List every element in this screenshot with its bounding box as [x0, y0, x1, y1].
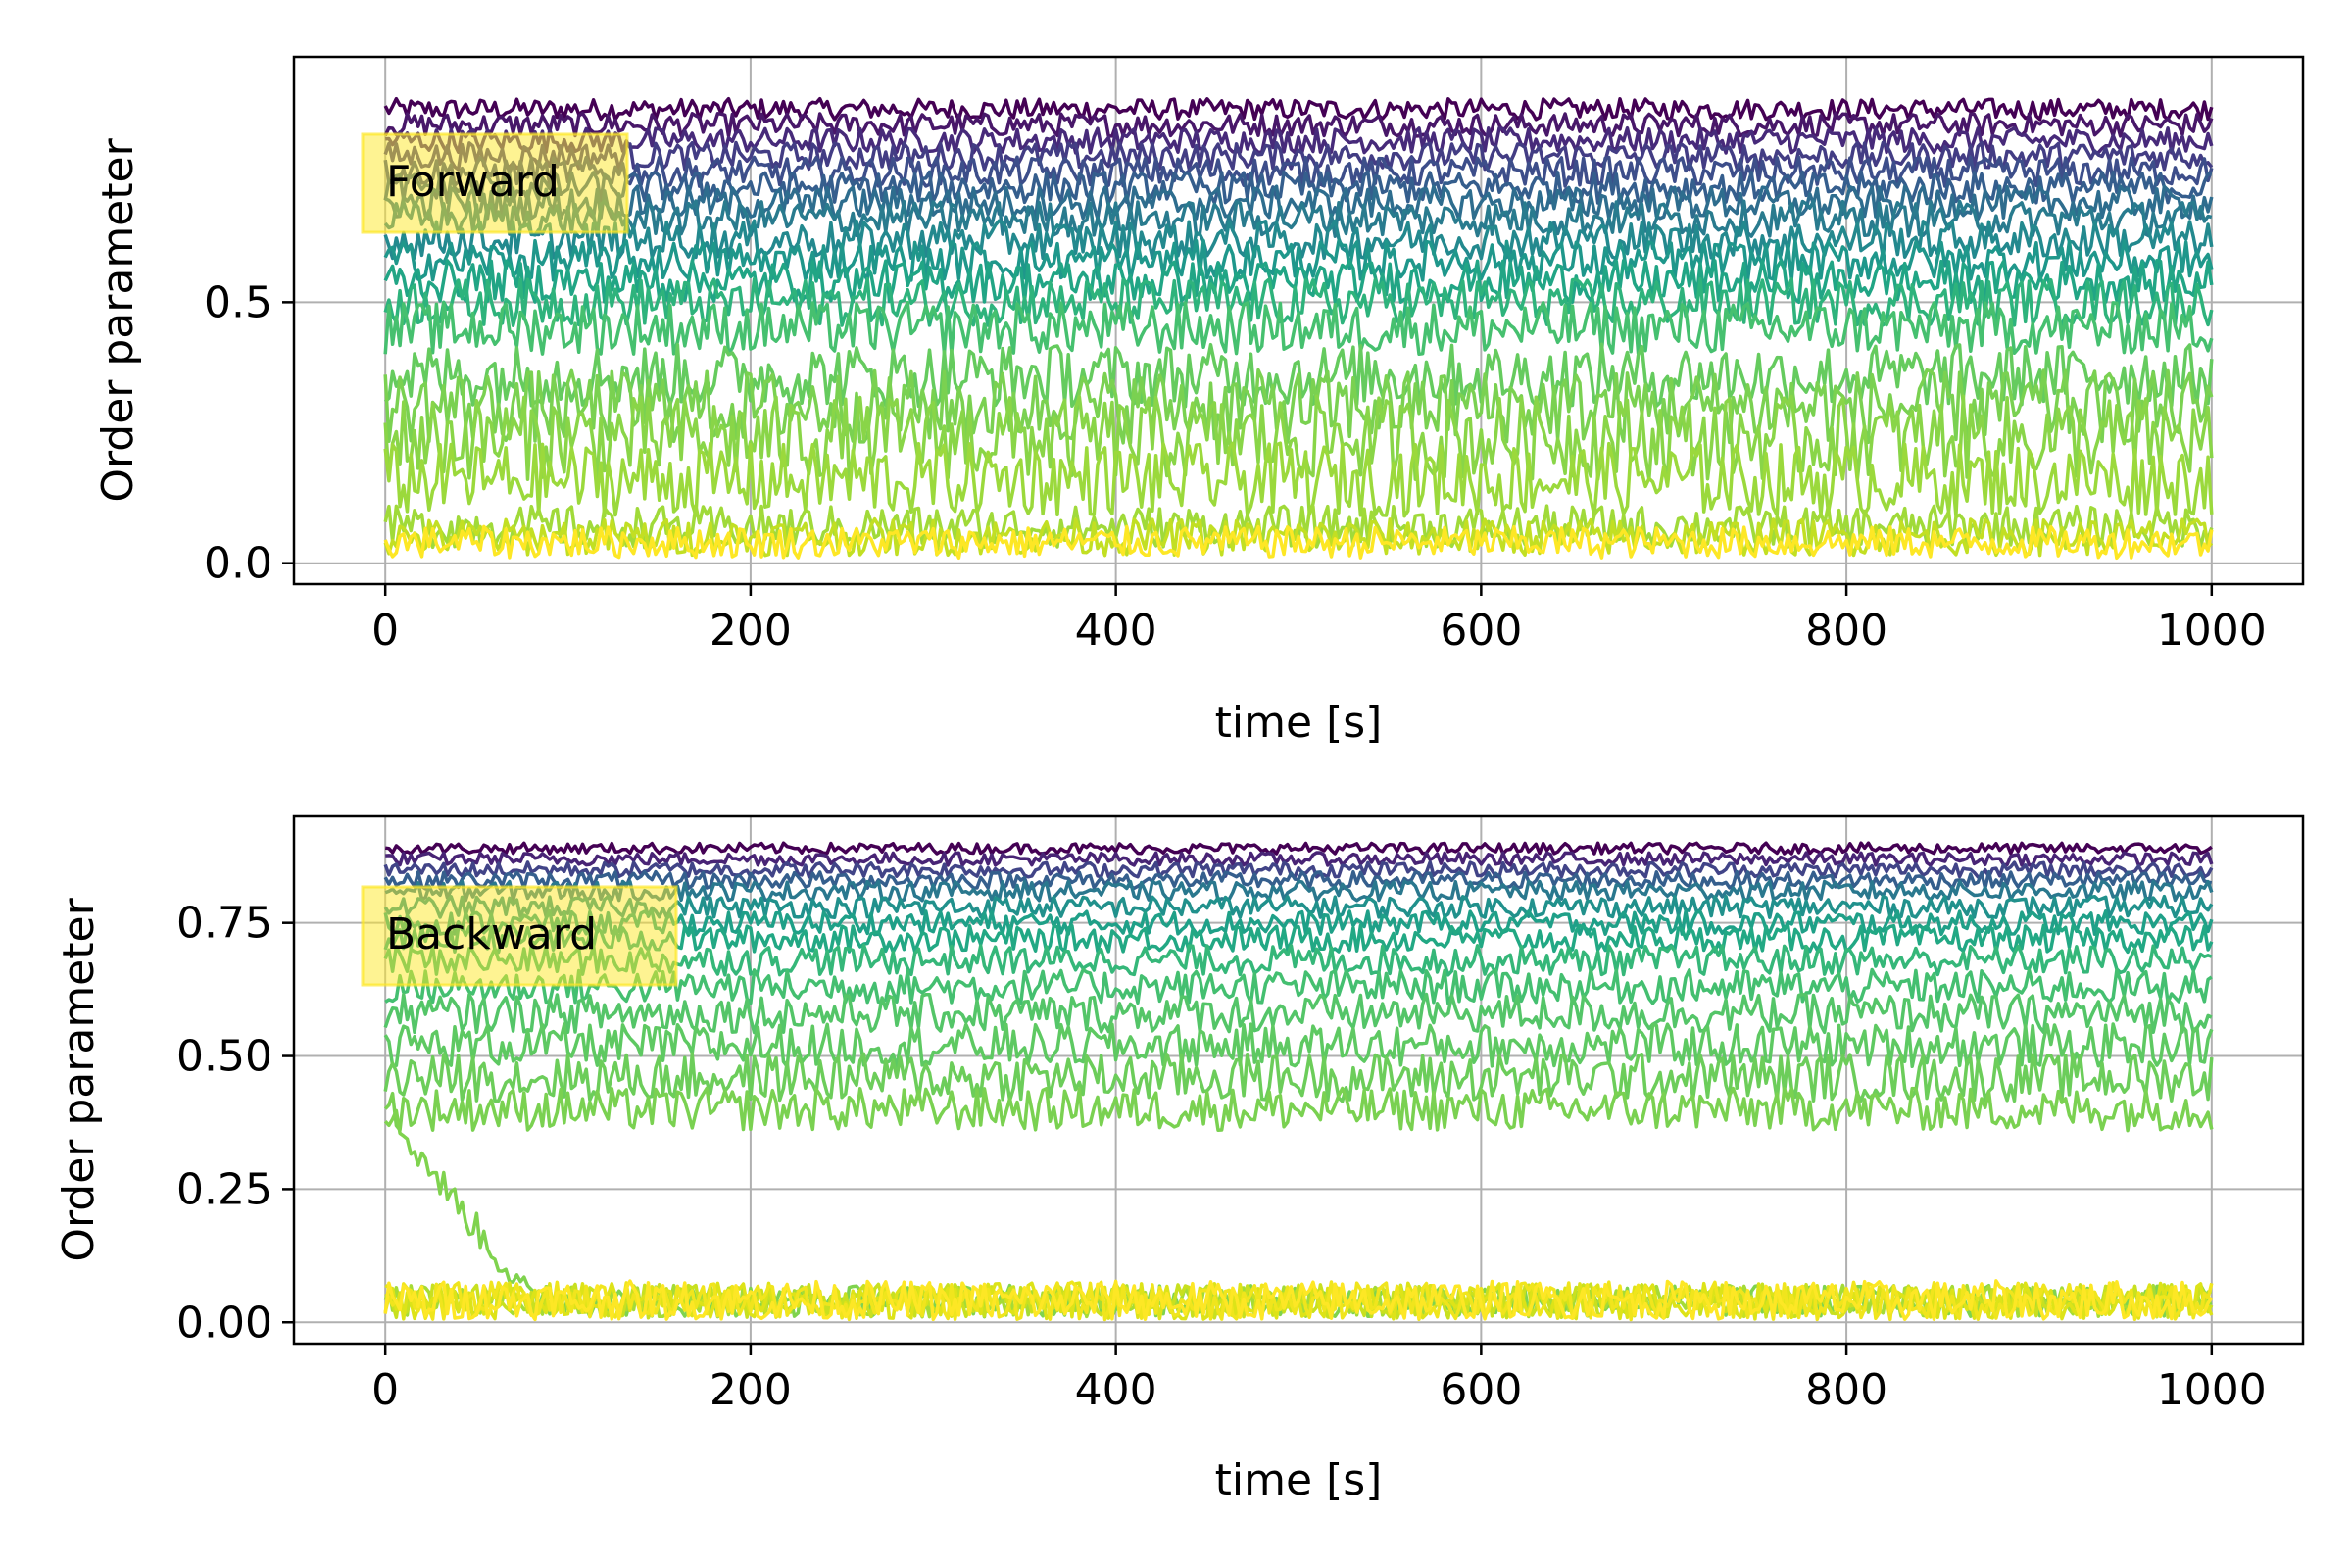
backward-y-tick-label: 0.25	[176, 1164, 272, 1214]
forward-annotation-box	[361, 132, 629, 234]
forward-y-axis-label: Order parameter	[93, 137, 143, 502]
forward-x-ticks: 0 200 400 600 800 1000	[371, 584, 2267, 656]
forward-series-line-15	[383, 394, 2214, 482]
forward-series-line-1	[383, 111, 2214, 138]
backward-annotation-box	[361, 885, 678, 987]
backward-series-line-7	[383, 923, 2214, 955]
backward-series-line-5	[383, 894, 2214, 919]
forward-series-line-16	[383, 441, 2214, 518]
backward-panel: 0 200 400 600 800 1000 0.00 0.25 0.50 0.75 Backw…	[54, 814, 2305, 1505]
forward-x-tick-label: 1000	[2157, 606, 2267, 656]
forward-annotation: Forward	[361, 132, 629, 234]
backward-y-axis-label: Order parameter	[54, 897, 104, 1261]
backward-x-tick-label: 0	[371, 1365, 399, 1415]
backward-series-line-11	[383, 1022, 2214, 1069]
forward-series-line-4	[383, 155, 2214, 188]
forward-annotation-text: Forward	[386, 157, 560, 207]
backward-y-tick-label: 0.75	[176, 899, 272, 949]
backward-x-axis-label: time [s]	[1215, 1455, 1383, 1505]
forward-series-line-3	[383, 140, 2214, 172]
forward-x-tick-label: 600	[1440, 606, 1522, 656]
backward-series-line-19	[383, 1279, 2214, 1322]
backward-x-ticks: 0 200 400 600 800 1000	[371, 1344, 2267, 1415]
backward-series-line-4	[384, 879, 2214, 903]
backward-series-line-10	[383, 992, 2213, 1035]
backward-x-tick-label: 1000	[2157, 1365, 2267, 1415]
forward-x-tick-label: 800	[1805, 606, 1887, 656]
forward-series-line-2	[385, 125, 2214, 155]
forward-x-axis-label: time [s]	[1215, 698, 1383, 748]
backward-series-line-6	[383, 908, 2214, 937]
forward-y-tick-label: 0.5	[204, 277, 272, 327]
forward-series-line-0	[383, 96, 2214, 122]
backward-series	[383, 841, 2214, 1322]
forward-series-line-7	[383, 199, 2213, 238]
backward-x-tick-label: 200	[710, 1365, 792, 1415]
forward-panel: 0 200 400 600 800 1000 0.0 0.5 Forward time [s…	[93, 55, 2305, 748]
backward-axes-frame	[292, 814, 2305, 1346]
backward-y-tick-label: 0.00	[176, 1298, 272, 1348]
backward-series-line-0	[384, 841, 2213, 856]
forward-series-line-12	[383, 300, 2214, 357]
forward-series-line-19	[383, 524, 2214, 561]
backward-y-ticks: 0.00 0.25 0.50 0.75	[176, 899, 294, 1348]
backward-series-line-13	[383, 1086, 2214, 1133]
backward-annotation: Backward	[361, 885, 678, 987]
forward-y-ticks: 0.0 0.5	[204, 277, 294, 589]
forward-series-line-8	[383, 219, 2214, 261]
backward-series-line-12	[383, 1052, 2214, 1103]
backward-series-line-3	[383, 869, 2213, 891]
backward-x-tick-label: 400	[1075, 1365, 1157, 1415]
backward-series-line-8	[383, 943, 2213, 977]
forward-x-tick-label: 400	[1075, 606, 1157, 656]
forward-axes-frame	[292, 55, 2305, 586]
forward-series	[383, 96, 2214, 561]
backward-series-line-9	[384, 967, 2213, 1005]
forward-x-tick-label: 200	[710, 606, 792, 656]
forward-series-line-10	[383, 259, 2214, 305]
forward-x-tick-label: 0	[371, 606, 399, 656]
backward-x-tick-label: 800	[1805, 1365, 1887, 1415]
backward-annotation-text: Backward	[386, 909, 597, 959]
forward-y-tick-label: 0.0	[204, 539, 272, 589]
backward-x-tick-label: 600	[1440, 1365, 1522, 1415]
backward-y-tick-label: 0.50	[176, 1032, 272, 1082]
forward-series-line-14	[383, 368, 2214, 445]
backward-series-line-2	[383, 860, 2214, 879]
backward-series-line-1	[385, 851, 2214, 867]
